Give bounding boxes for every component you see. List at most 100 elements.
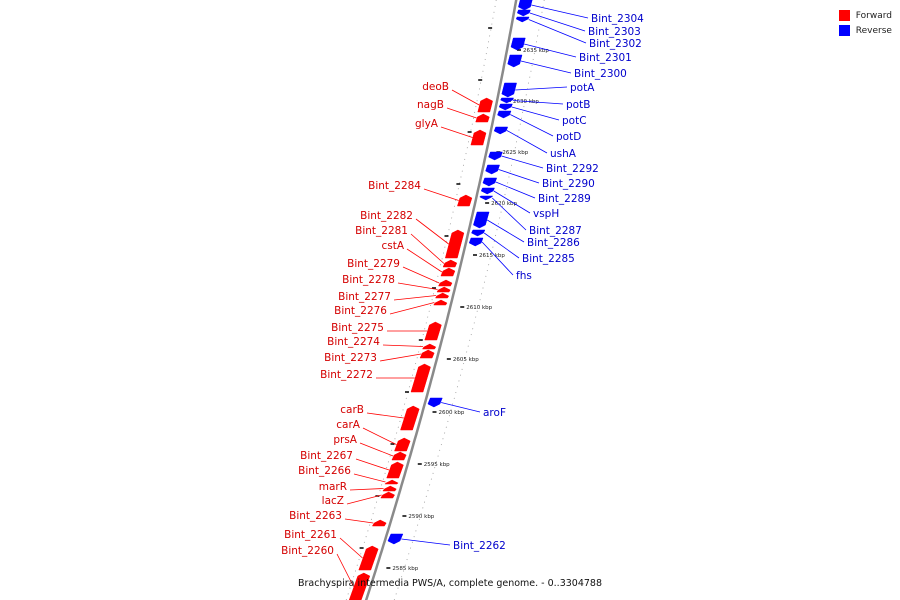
forward-gene-prsA bbox=[391, 451, 407, 461]
reverse-gene-label: Bint_2301 bbox=[579, 52, 632, 64]
reverse-gene-label: potC bbox=[562, 115, 587, 127]
reverse-gene-leader bbox=[524, 43, 577, 58]
reverse-gene-label: potD bbox=[556, 131, 581, 143]
forward-gene-label: deoB bbox=[422, 81, 449, 93]
reverse-gene-leader bbox=[501, 155, 544, 169]
reverse-gene-label: potA bbox=[570, 82, 595, 94]
reverse-gene-Bint_2301 bbox=[510, 37, 526, 51]
reverse-gene-potD bbox=[497, 110, 512, 119]
forward-gene-leader bbox=[359, 442, 394, 457]
reverse-gene-leader bbox=[529, 12, 586, 32]
forward-gene-leader bbox=[382, 344, 424, 347]
reverse-gene-leader bbox=[487, 219, 525, 243]
reverse-gene-ushA bbox=[493, 126, 509, 135]
forward-gene-leader bbox=[355, 458, 390, 471]
reverse-gene-label: Bint_2303 bbox=[588, 26, 641, 38]
reverse-gene-Bint_2302 bbox=[515, 16, 530, 23]
forward-gene-leader bbox=[389, 302, 435, 315]
reverse-gene-fhs bbox=[468, 237, 484, 247]
tick-label: 2590 kbp bbox=[408, 514, 434, 520]
reverse-gene-leader bbox=[493, 190, 531, 214]
reverse-gene-vspH bbox=[480, 187, 495, 195]
reverse-gene-label: Bint_2289 bbox=[538, 193, 591, 205]
tick-label: 2615 kbp bbox=[479, 253, 505, 259]
reverse-gene-label: Bint_2262 bbox=[453, 540, 506, 552]
forward-gene-label: Bint_2263 bbox=[289, 510, 342, 522]
tick-label: 2600 kbp bbox=[438, 410, 464, 416]
forward-gene-leader bbox=[446, 107, 477, 119]
genome-caption: Brachyspira intermedia PWS/A, complete g… bbox=[297, 578, 603, 589]
forward-swatch bbox=[838, 10, 850, 21]
legend-forward-label: Forward bbox=[855, 10, 892, 21]
forward-gene-lacZ bbox=[380, 491, 395, 499]
reverse-gene-label: aroF bbox=[483, 407, 506, 419]
forward-gene-label: lacZ bbox=[322, 495, 344, 507]
reverse-gene-leader bbox=[481, 241, 514, 276]
forward-gene-Bint_2261 bbox=[358, 545, 379, 571]
reverse-gene-label: potB bbox=[566, 99, 590, 111]
legend: Forward Reverse bbox=[838, 8, 892, 38]
reverse-gene-label: Bint_2292 bbox=[546, 163, 599, 175]
tick-label: 2625 kbp bbox=[502, 150, 528, 156]
forward-gene-Bint_2274 bbox=[422, 343, 437, 350]
reverse-gene-leader bbox=[511, 106, 560, 121]
reverse-gene-aroF bbox=[427, 397, 443, 408]
reverse-gene-label: Bint_2302 bbox=[589, 38, 642, 50]
forward-gene-Bint_2273 bbox=[419, 349, 435, 359]
forward-gene-label: Bint_2266 bbox=[298, 465, 351, 477]
forward-gene-Bint_2284 bbox=[457, 194, 473, 207]
reverse-gene-leader bbox=[531, 4, 589, 19]
tick-label: 2620 kbp bbox=[491, 201, 517, 207]
forward-gene-leader bbox=[406, 248, 443, 273]
reverse-gene-leader bbox=[498, 169, 540, 184]
forward-gene-Bint_2275 bbox=[424, 321, 442, 341]
forward-gene-label: Bint_2273 bbox=[324, 352, 377, 364]
reverse-gene-Bint_2290 bbox=[485, 164, 500, 175]
forward-gene-Bint_2272 bbox=[410, 363, 431, 393]
reverse-gene-leader bbox=[510, 114, 554, 137]
forward-gene-leader bbox=[362, 427, 397, 445]
forward-gene-leader bbox=[397, 282, 438, 290]
forward-gene-label: Bint_2274 bbox=[327, 336, 380, 348]
tick-label: 2610 kbp bbox=[466, 305, 492, 311]
forward-gene-Bint_2279 bbox=[438, 279, 453, 287]
reverse-gene-potC bbox=[498, 103, 513, 111]
forward-gene-leader bbox=[415, 218, 449, 245]
forward-gene-carA bbox=[394, 437, 411, 452]
forward-gene-deoB bbox=[477, 97, 493, 113]
forward-gene-label: nagB bbox=[417, 99, 444, 111]
reverse-gene-leader bbox=[513, 100, 564, 105]
forward-gene-label: Bint_2272 bbox=[320, 369, 373, 381]
reverse-gene-leader bbox=[495, 181, 536, 199]
forward-gene-label: prsA bbox=[333, 434, 357, 446]
forward-gene-label: Bint_2279 bbox=[347, 258, 400, 270]
forward-gene-Bint_2260 bbox=[348, 572, 371, 600]
forward-gene-leader bbox=[379, 353, 422, 362]
forward-gene-label: carB bbox=[340, 404, 364, 416]
forward-gene-label: cstA bbox=[381, 240, 404, 252]
reverse-guide-line bbox=[393, 0, 545, 600]
tick-label: 2595 kbp bbox=[424, 462, 450, 468]
forward-gene-Bint_2263 bbox=[371, 519, 387, 527]
tick-label: 2585 kbp bbox=[392, 566, 418, 572]
forward-gene-label: Bint_2267 bbox=[300, 450, 353, 462]
forward-gene-label: marR bbox=[319, 481, 347, 493]
reverse-gene-potB bbox=[500, 97, 515, 104]
reverse-gene-potA bbox=[501, 82, 517, 98]
reverse-gene-leader bbox=[441, 402, 481, 413]
legend-reverse-label: Reverse bbox=[855, 25, 892, 36]
forward-gene-leader bbox=[349, 488, 384, 491]
forward-gene-Bint_2266 bbox=[384, 479, 399, 485]
forward-gene-nagB bbox=[475, 113, 490, 123]
forward-guide-line bbox=[345, 0, 497, 600]
forward-gene-Bint_2281 bbox=[442, 259, 458, 268]
forward-gene-marR bbox=[382, 485, 397, 492]
reverse-gene-Bint_2285 bbox=[471, 229, 486, 237]
tick-label: 2605 kbp bbox=[453, 357, 479, 363]
reverse-gene-Bint_2286 bbox=[473, 211, 490, 229]
reverse-gene-label: Bint_2304 bbox=[591, 13, 644, 25]
reverse-gene-label: fhs bbox=[516, 270, 532, 282]
reverse-gene-label: vspH bbox=[533, 208, 559, 220]
reverse-gene-Bint_2289 bbox=[482, 177, 498, 187]
